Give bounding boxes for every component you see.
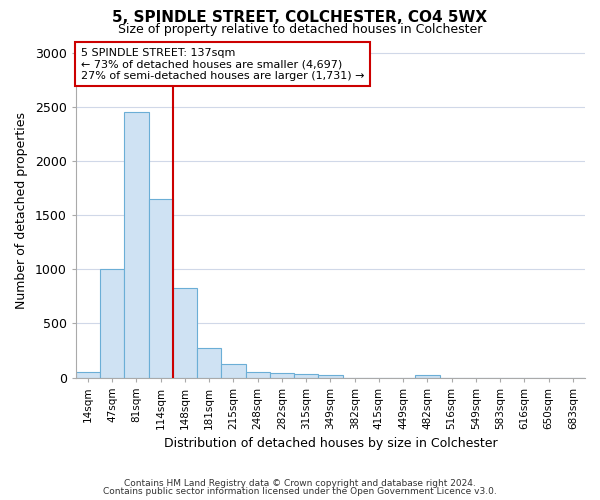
- Bar: [124, 112, 149, 378]
- Bar: [415, 376, 440, 378]
- Bar: [149, 199, 173, 378]
- Text: Size of property relative to detached houses in Colchester: Size of property relative to detached ho…: [118, 22, 482, 36]
- Bar: [100, 270, 124, 378]
- Y-axis label: Number of detached properties: Number of detached properties: [15, 112, 28, 308]
- Text: 5, SPINDLE STREET, COLCHESTER, CO4 5WX: 5, SPINDLE STREET, COLCHESTER, CO4 5WX: [112, 10, 488, 25]
- Text: Contains public sector information licensed under the Open Government Licence v3: Contains public sector information licen…: [103, 487, 497, 496]
- Bar: [173, 288, 197, 378]
- Bar: [197, 348, 221, 378]
- X-axis label: Distribution of detached houses by size in Colchester: Distribution of detached houses by size …: [164, 437, 497, 450]
- Bar: [76, 372, 100, 378]
- Bar: [221, 364, 245, 378]
- Bar: [294, 374, 319, 378]
- Bar: [245, 372, 270, 378]
- Bar: [270, 372, 294, 378]
- Text: 5 SPINDLE STREET: 137sqm
← 73% of detached houses are smaller (4,697)
27% of sem: 5 SPINDLE STREET: 137sqm ← 73% of detach…: [81, 48, 364, 80]
- Text: Contains HM Land Registry data © Crown copyright and database right 2024.: Contains HM Land Registry data © Crown c…: [124, 478, 476, 488]
- Bar: [319, 375, 343, 378]
